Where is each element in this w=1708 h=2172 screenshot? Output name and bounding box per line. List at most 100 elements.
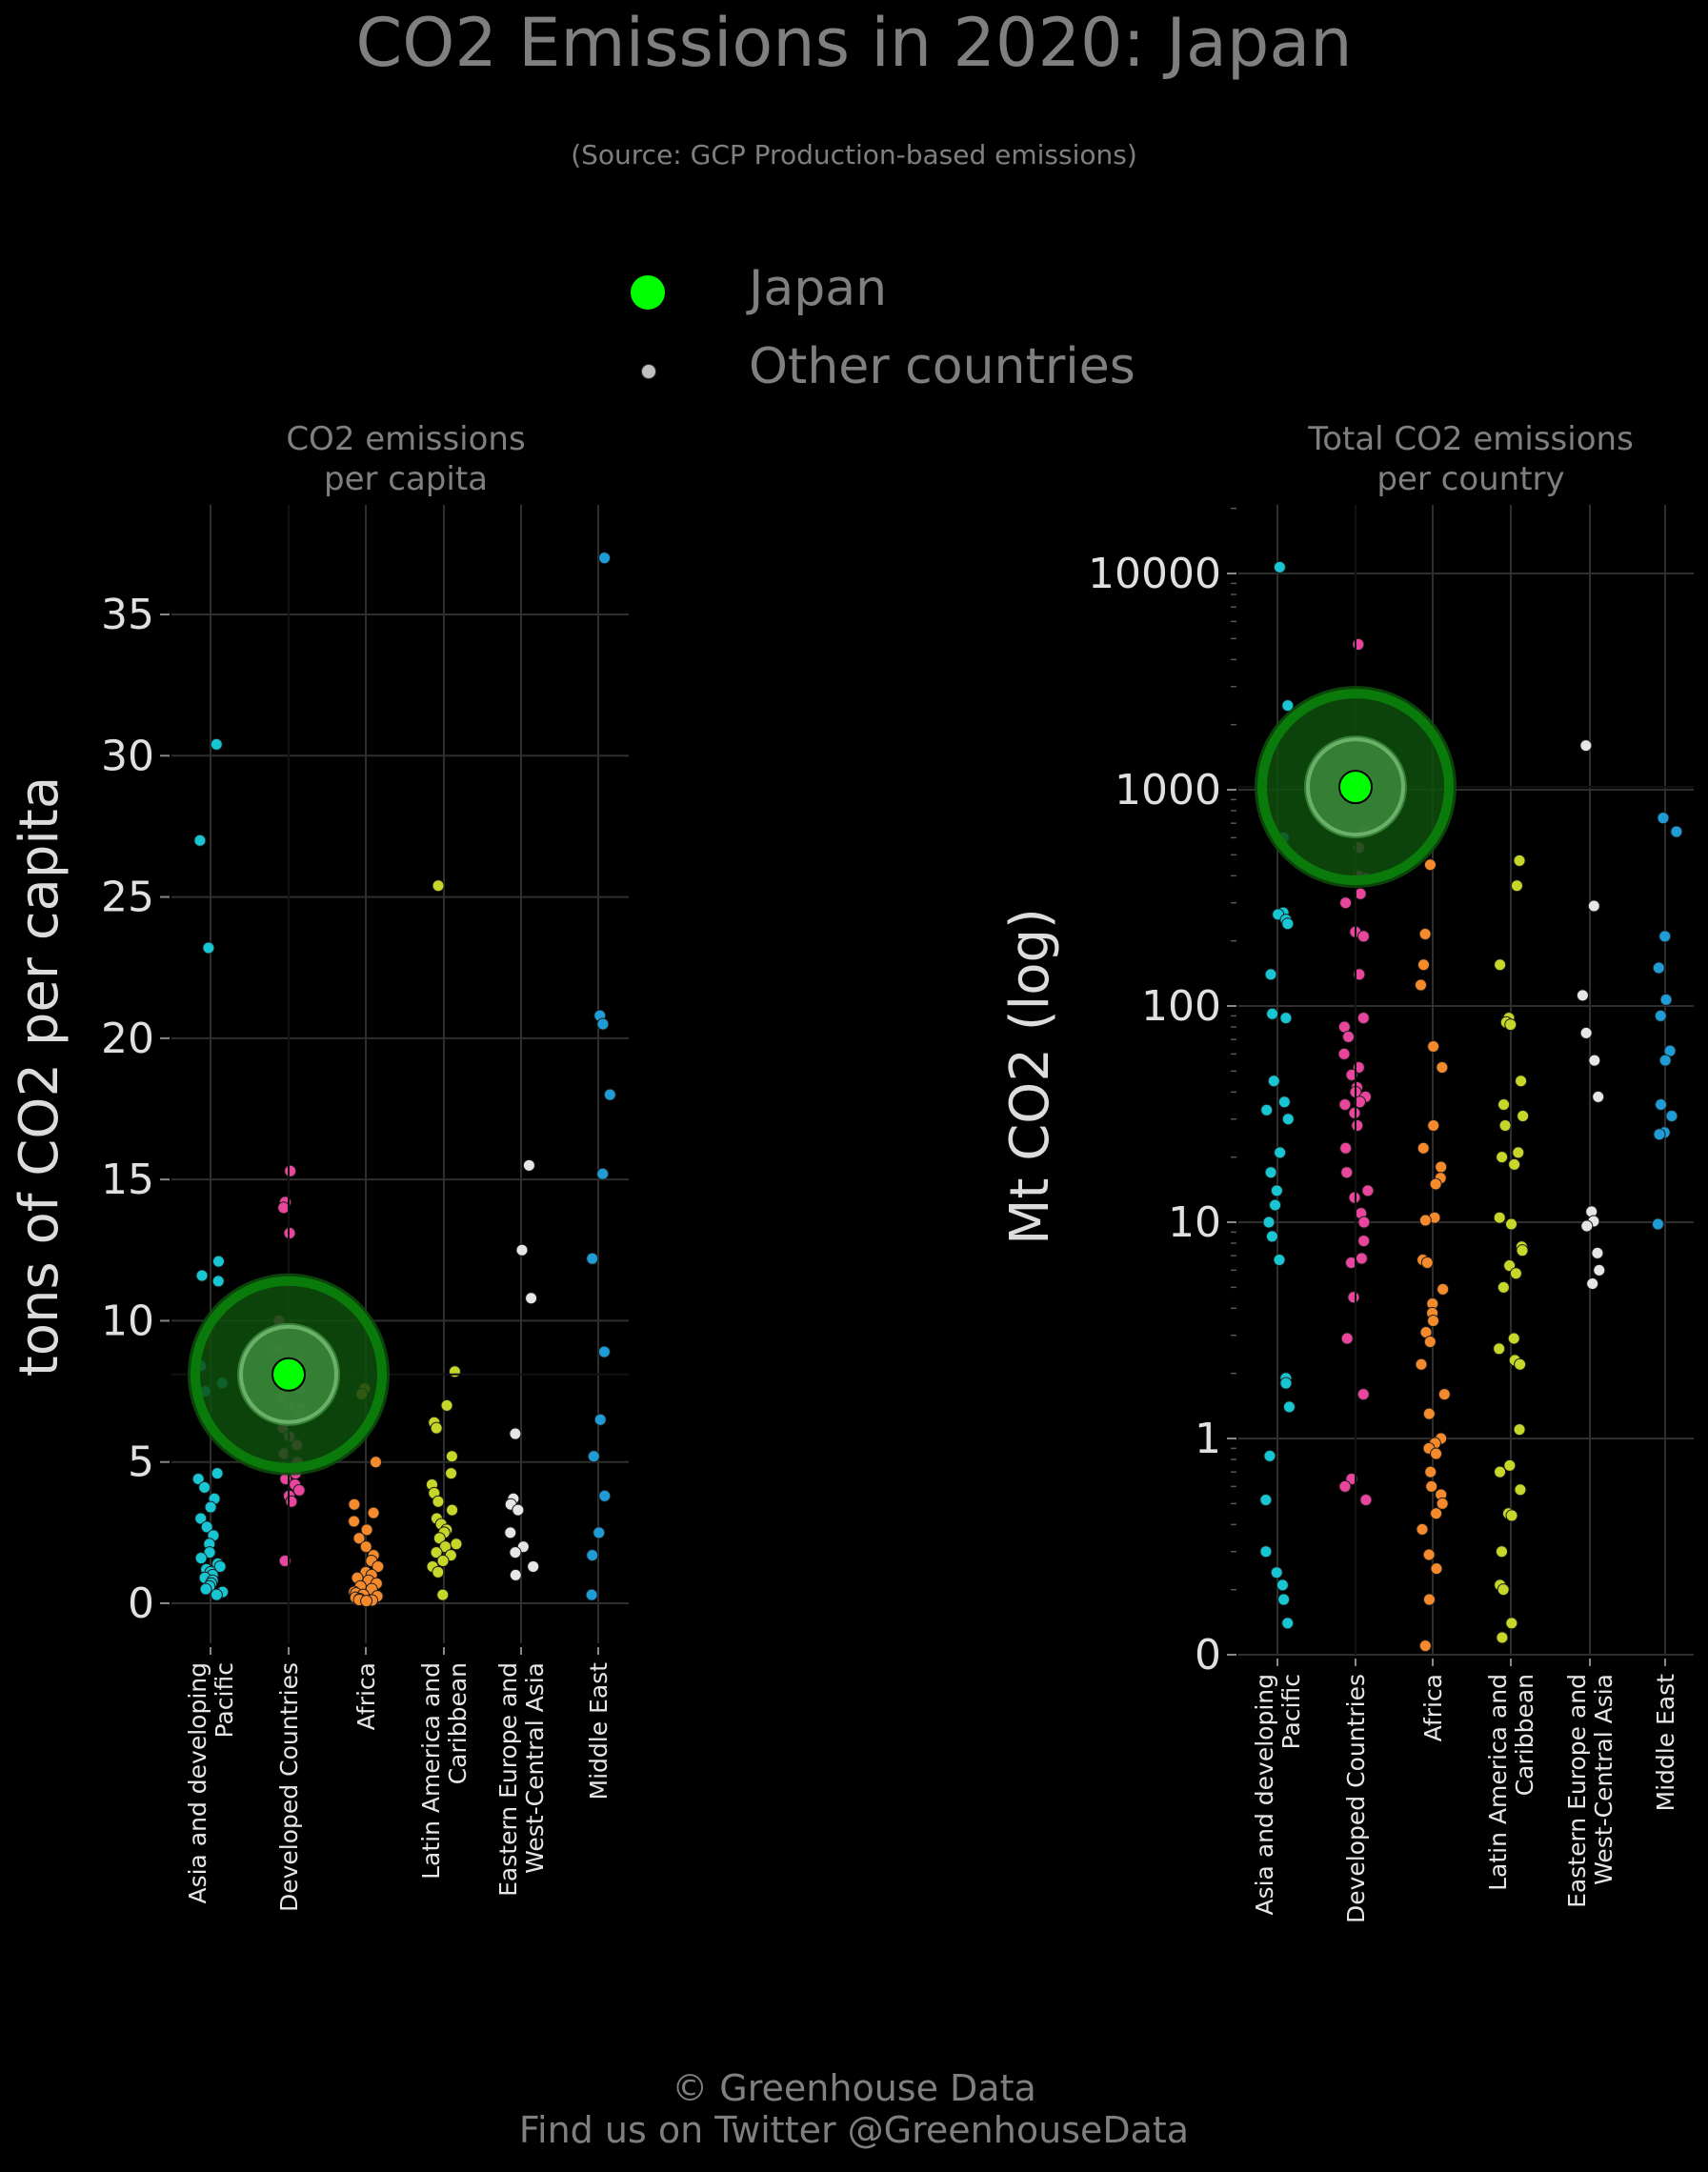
data-point <box>286 1496 297 1507</box>
data-point <box>1511 880 1522 892</box>
y-tick-label: 10 <box>1168 1198 1221 1247</box>
data-point <box>1655 1010 1666 1021</box>
data-point <box>1580 1027 1592 1038</box>
data-point <box>1268 1076 1279 1087</box>
data-point <box>431 1422 442 1434</box>
data-point <box>1341 1167 1353 1178</box>
data-point <box>1343 1031 1355 1042</box>
data-point <box>1495 1466 1506 1478</box>
data-point <box>1497 1584 1509 1596</box>
x-tick-label: Latin America andCaribbean <box>417 1662 472 1880</box>
data-point <box>1278 1096 1290 1108</box>
data-point <box>1423 1549 1435 1560</box>
data-point <box>1341 1333 1353 1344</box>
data-point <box>1659 931 1671 942</box>
data-point <box>526 1293 537 1304</box>
data-point <box>1517 1245 1528 1257</box>
y-tick-label: 10 <box>101 1297 154 1345</box>
data-point <box>510 1569 521 1580</box>
data-point <box>1278 1594 1290 1605</box>
data-point <box>200 1583 211 1595</box>
data-point <box>1340 1142 1352 1154</box>
data-point <box>523 1159 534 1171</box>
x-tick-label: Asia and developingPacific <box>1251 1674 1305 1916</box>
y-tick-label: 20 <box>101 1015 154 1063</box>
data-point <box>1349 1107 1360 1118</box>
data-point <box>1263 1217 1275 1228</box>
y-tick-label: 5 <box>128 1438 154 1487</box>
data-point <box>1653 962 1664 974</box>
x-tick-label: Middle East <box>585 1662 613 1800</box>
data-point <box>599 553 611 564</box>
data-point <box>1428 1315 1439 1326</box>
data-point <box>1516 1076 1527 1087</box>
x-tick-label: Africa <box>1419 1674 1447 1741</box>
data-point <box>278 1202 290 1214</box>
data-point <box>597 1168 609 1179</box>
data-point <box>437 1589 449 1600</box>
data-point <box>1353 638 1364 650</box>
data-point <box>1430 1178 1441 1190</box>
data-point <box>368 1507 379 1518</box>
data-point <box>1276 1579 1288 1591</box>
data-point <box>212 1276 224 1287</box>
data-point <box>1357 1013 1369 1024</box>
data-point <box>1265 969 1276 980</box>
x-tick-label: Middle East <box>1652 1674 1679 1812</box>
data-point <box>1513 1147 1524 1158</box>
data-point <box>1659 1055 1671 1066</box>
data-point <box>1515 1484 1526 1496</box>
data-point <box>349 1516 360 1527</box>
data-point <box>1587 1277 1598 1289</box>
data-point <box>1437 1498 1448 1509</box>
data-point <box>284 1227 295 1238</box>
data-point <box>285 1165 296 1176</box>
data-point <box>1581 1220 1593 1232</box>
data-point <box>593 1527 605 1538</box>
data-point <box>1421 1257 1433 1268</box>
data-point <box>1437 1061 1448 1073</box>
data-point <box>1496 1546 1507 1558</box>
data-point <box>1274 1254 1285 1265</box>
data-point <box>1424 1336 1436 1347</box>
data-point <box>1265 1167 1276 1178</box>
data-point <box>1510 1268 1521 1279</box>
data-point <box>1280 1013 1292 1024</box>
data-point <box>1419 1640 1431 1652</box>
highlight-point <box>1339 771 1372 803</box>
data-point <box>1267 1008 1278 1019</box>
data-point <box>1426 1480 1437 1492</box>
data-point <box>587 1253 598 1264</box>
x-tick-label: Africa <box>352 1662 380 1730</box>
data-point <box>597 1018 609 1030</box>
data-point <box>1340 897 1352 909</box>
data-point <box>1509 1158 1520 1170</box>
data-point <box>1494 1212 1505 1223</box>
data-point <box>1357 931 1369 942</box>
data-point <box>1506 1218 1517 1230</box>
y-tick-label: 1 <box>1195 1415 1221 1463</box>
data-point <box>1494 1343 1505 1355</box>
y-tick-label: 25 <box>101 874 154 922</box>
data-point <box>1282 918 1294 930</box>
data-point <box>196 1270 208 1281</box>
data-point <box>199 1481 211 1493</box>
data-point <box>1654 1129 1665 1140</box>
data-point <box>512 1504 524 1516</box>
data-point <box>594 1414 606 1425</box>
data-point <box>1431 1508 1442 1519</box>
data-point <box>1357 1389 1369 1400</box>
data-point <box>1358 1236 1370 1247</box>
data-point <box>516 1244 528 1256</box>
data-point <box>195 1553 207 1564</box>
data-point <box>1423 1594 1435 1605</box>
data-point <box>1506 1618 1517 1629</box>
data-point <box>194 835 206 846</box>
data-point <box>1593 1091 1604 1102</box>
data-point <box>1424 859 1436 871</box>
data-point <box>446 1451 457 1462</box>
data-point <box>1271 1185 1282 1197</box>
data-point <box>1588 900 1599 912</box>
data-point <box>1261 1104 1273 1116</box>
